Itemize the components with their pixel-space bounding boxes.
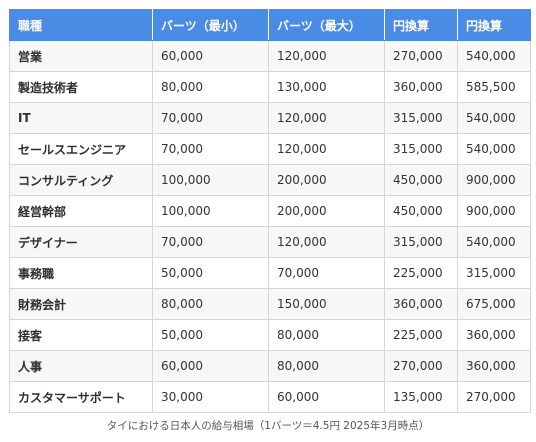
cell-baht-max: 130,000	[268, 71, 385, 103]
table-caption: タイにおける日本人の給与相場（1バーツ＝4.5円 2025年3月時点）	[106, 420, 430, 432]
cell-baht-max: 120,000	[268, 226, 385, 258]
cell-baht-min: 30,000	[152, 381, 269, 413]
cell-baht-max: 80,000	[268, 319, 385, 351]
cell-yen-max: 540,000	[457, 102, 531, 134]
cell-yen-max: 900,000	[457, 195, 531, 227]
salary-table: 職種 バーツ（最小） バーツ（最大） 円換算 円換算 営業 60,000 120…	[9, 9, 531, 413]
cell-yen-max: 270,000	[457, 381, 531, 413]
cell-baht-min: 50,000	[152, 257, 269, 289]
cell-job-type: 営業	[9, 40, 153, 72]
cell-yen-max: 540,000	[457, 226, 531, 258]
table-row: コンサルティング 100,000 200,000 450,000 900,000	[9, 164, 531, 196]
cell-job-type: 経営幹部	[9, 195, 153, 227]
header-yen-max: 円換算	[457, 9, 531, 41]
cell-baht-max: 70,000	[268, 257, 385, 289]
cell-yen-min: 225,000	[384, 257, 458, 289]
cell-yen-min: 315,000	[384, 133, 458, 165]
cell-baht-max: 120,000	[268, 102, 385, 134]
table-row: デザイナー 70,000 120,000 315,000 540,000	[9, 226, 531, 258]
cell-job-type: IT	[9, 102, 153, 134]
cell-yen-max: 540,000	[457, 133, 531, 165]
cell-baht-max: 200,000	[268, 164, 385, 196]
cell-yen-min: 360,000	[384, 71, 458, 103]
table-row: 営業 60,000 120,000 270,000 540,000	[9, 40, 531, 72]
cell-baht-max: 120,000	[268, 133, 385, 165]
cell-yen-min: 315,000	[384, 102, 458, 134]
cell-yen-min: 270,000	[384, 350, 458, 382]
cell-yen-min: 135,000	[384, 381, 458, 413]
cell-baht-max: 200,000	[268, 195, 385, 227]
cell-job-type: セールスエンジニア	[9, 133, 153, 165]
cell-yen-max: 540,000	[457, 40, 531, 72]
cell-job-type: 製造技術者	[9, 71, 153, 103]
cell-yen-min: 450,000	[384, 164, 458, 196]
table-row: セールスエンジニア 70,000 120,000 315,000 540,000	[9, 133, 531, 165]
table-header-row: 職種 バーツ（最小） バーツ（最大） 円換算 円換算	[9, 9, 531, 41]
table-row: カスタマーサポート 30,000 60,000 135,000 270,000	[9, 381, 531, 413]
cell-baht-min: 70,000	[152, 226, 269, 258]
header-baht-min: バーツ（最小）	[152, 9, 269, 41]
cell-job-type: 人事	[9, 350, 153, 382]
table-row: IT 70,000 120,000 315,000 540,000	[9, 102, 531, 134]
cell-yen-max: 315,000	[457, 257, 531, 289]
cell-yen-min: 450,000	[384, 195, 458, 227]
cell-yen-min: 360,000	[384, 288, 458, 320]
cell-yen-max: 360,000	[457, 319, 531, 351]
cell-job-type: コンサルティング	[9, 164, 153, 196]
table-row: 製造技術者 80,000 130,000 360,000 585,500	[9, 71, 531, 103]
table-row: 財務会計 80,000 150,000 360,000 675,000	[9, 288, 531, 320]
cell-baht-min: 80,000	[152, 288, 269, 320]
cell-yen-min: 225,000	[384, 319, 458, 351]
cell-baht-min: 60,000	[152, 350, 269, 382]
cell-baht-min: 80,000	[152, 71, 269, 103]
cell-job-type: 接客	[9, 319, 153, 351]
cell-baht-min: 100,000	[152, 164, 269, 196]
cell-baht-max: 80,000	[268, 350, 385, 382]
table-row: 人事 60,000 80,000 270,000 360,000	[9, 350, 531, 382]
cell-job-type: 財務会計	[9, 288, 153, 320]
cell-job-type: デザイナー	[9, 226, 153, 258]
table-row: 事務職 50,000 70,000 225,000 315,000	[9, 257, 531, 289]
cell-yen-max: 585,500	[457, 71, 531, 103]
cell-baht-max: 60,000	[268, 381, 385, 413]
cell-job-type: 事務職	[9, 257, 153, 289]
cell-baht-min: 100,000	[152, 195, 269, 227]
cell-job-type: カスタマーサポート	[9, 381, 153, 413]
header-job-type: 職種	[9, 9, 153, 41]
cell-baht-min: 70,000	[152, 102, 269, 134]
header-yen-min: 円換算	[384, 9, 458, 41]
header-baht-max: バーツ（最大）	[268, 9, 385, 41]
cell-yen-min: 270,000	[384, 40, 458, 72]
cell-baht-max: 150,000	[268, 288, 385, 320]
cell-baht-min: 70,000	[152, 133, 269, 165]
salary-table-container: 職種 バーツ（最小） バーツ（最大） 円換算 円換算 営業 60,000 120…	[9, 9, 531, 413]
cell-baht-min: 50,000	[152, 319, 269, 351]
table-row: 経営幹部 100,000 200,000 450,000 900,000	[9, 195, 531, 227]
cell-baht-min: 60,000	[152, 40, 269, 72]
cell-yen-min: 315,000	[384, 226, 458, 258]
cell-baht-max: 120,000	[268, 40, 385, 72]
cell-yen-max: 900,000	[457, 164, 531, 196]
cell-yen-max: 360,000	[457, 350, 531, 382]
cell-yen-max: 675,000	[457, 288, 531, 320]
table-row: 接客 50,000 80,000 225,000 360,000	[9, 319, 531, 351]
